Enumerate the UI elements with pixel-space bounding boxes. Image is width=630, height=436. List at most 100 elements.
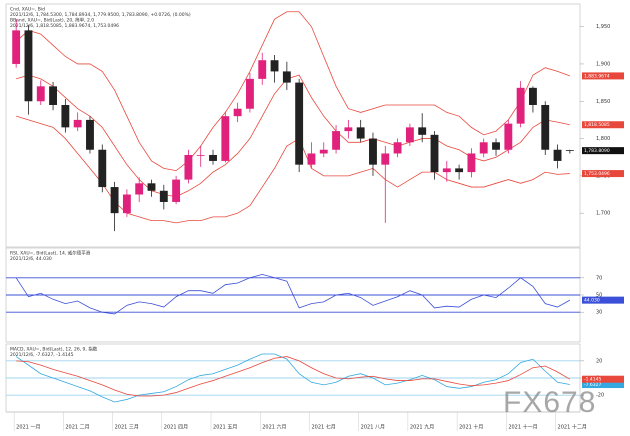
x-tick-label: 2021 六月 bbox=[262, 424, 286, 431]
watermark: FX678 bbox=[503, 386, 596, 419]
candle-body bbox=[479, 142, 488, 154]
candle-body bbox=[356, 127, 365, 139]
candle-body bbox=[49, 86, 58, 105]
panel-frame bbox=[5, 3, 581, 248]
candle-body bbox=[295, 82, 304, 165]
value-tag-label: 44.030 bbox=[584, 298, 600, 304]
value-tag bbox=[582, 170, 624, 178]
candle-body bbox=[528, 87, 537, 105]
value-tag-label: 1,753.0496 bbox=[584, 171, 610, 177]
candle-body bbox=[98, 149, 107, 188]
series-line bbox=[15, 353, 570, 403]
value-tag-label: 1,883.9674 bbox=[584, 73, 610, 79]
value-tag bbox=[582, 296, 624, 304]
x-tick-label: 2021 三月 bbox=[115, 425, 139, 431]
value-tag-label: -1.4145 bbox=[584, 377, 602, 383]
candle-body bbox=[319, 149, 328, 154]
candle-body bbox=[381, 153, 390, 165]
candle-body bbox=[405, 127, 414, 143]
candle-body bbox=[24, 30, 33, 102]
candle-body bbox=[504, 123, 513, 150]
x-tick-label: 2021 七月 bbox=[311, 424, 335, 431]
series-line bbox=[16, 115, 570, 224]
x-tick-label: 2021 八月 bbox=[361, 425, 385, 431]
legend-text: 2021/12/6, 1,784.5300, 1,784.8934, 1,779… bbox=[10, 12, 191, 18]
value-tag bbox=[582, 72, 624, 80]
candle-body bbox=[110, 187, 119, 214]
candle-body bbox=[36, 86, 45, 102]
legend-text: MACD, XAU=, Bid(Last), 12, 26, 9, 指数 bbox=[10, 346, 98, 353]
series-line bbox=[16, 74, 570, 198]
candle-body bbox=[184, 154, 193, 180]
candle-body bbox=[455, 168, 464, 173]
x-tick-label: 2021 四月 bbox=[164, 425, 188, 431]
legend-text: RSI, XAU=, Bid(Last), 14, 威尔德平滑 bbox=[10, 250, 91, 257]
candle-body bbox=[73, 119, 82, 128]
value-tag-label: 1,818.5085 bbox=[584, 122, 610, 128]
candle-body bbox=[209, 154, 217, 161]
candle-body bbox=[492, 142, 500, 150]
series-line bbox=[15, 11, 570, 172]
candle-body bbox=[270, 60, 279, 72]
candle-body bbox=[307, 153, 316, 165]
candle-body bbox=[196, 154, 205, 156]
candle-body bbox=[122, 194, 131, 214]
y-tick-label: 1,800 bbox=[596, 136, 610, 142]
candle-body bbox=[61, 104, 70, 128]
y-tick-label: 1,700 bbox=[596, 211, 610, 217]
x-tick-label: 2021 一月 bbox=[16, 425, 40, 431]
value-tag bbox=[582, 381, 624, 389]
value-tag bbox=[582, 375, 624, 383]
candle-body bbox=[418, 127, 427, 135]
candle-body bbox=[344, 127, 353, 132]
candle-body bbox=[565, 150, 574, 151]
y-tick-label: 1,850 bbox=[596, 99, 610, 105]
candle-body bbox=[233, 108, 242, 117]
candle-body bbox=[541, 104, 550, 150]
candle-body bbox=[393, 142, 402, 154]
y-tick-label: 1,950 bbox=[596, 24, 610, 30]
value-tag-label: -7.6327 bbox=[584, 382, 602, 388]
candle-body bbox=[245, 78, 254, 109]
candle-body bbox=[221, 116, 230, 161]
candle-body bbox=[147, 183, 156, 191]
value-tag bbox=[582, 147, 624, 155]
y-tick-label: 50 bbox=[596, 293, 602, 299]
x-tick-label: 2021 十月 bbox=[459, 424, 483, 431]
candle-body bbox=[258, 60, 267, 79]
legend-text: 2021/12/6, -7.6327, -1.4145 bbox=[10, 352, 74, 358]
series-line bbox=[15, 273, 571, 315]
legend-text: Cnd, XAU=, Bid bbox=[10, 7, 45, 13]
candle-body bbox=[332, 131, 341, 150]
candle-body bbox=[442, 168, 451, 173]
candle-body bbox=[159, 190, 168, 202]
candle-body bbox=[467, 153, 476, 173]
x-tick-label: 2021 十一月 bbox=[508, 424, 537, 431]
legend-text: 2021/12/6, 44.030 bbox=[10, 256, 52, 262]
x-tick-label: 2021 二月 bbox=[65, 425, 89, 431]
x-tick-label: 2021 五月 bbox=[213, 425, 237, 431]
candle-body bbox=[12, 30, 21, 64]
candle-body bbox=[282, 71, 291, 83]
y-tick-label: 70 bbox=[596, 275, 602, 281]
value-tag-label: 1,783.8090 bbox=[584, 148, 610, 154]
candle-body bbox=[369, 138, 377, 165]
y-tick-label: 30 bbox=[596, 310, 602, 316]
candle-body bbox=[172, 179, 181, 202]
x-tick-label: 2021 十二月 bbox=[558, 424, 587, 431]
candle-body bbox=[430, 134, 439, 173]
x-tick-label: 2021 九月 bbox=[410, 424, 434, 431]
y-tick-label: 1,900 bbox=[596, 61, 610, 67]
legend-text: 2021/12/6, 1,818.5085, 1,883.9674, 1,753… bbox=[10, 23, 119, 29]
candle-body bbox=[553, 149, 562, 161]
value-tag bbox=[582, 121, 624, 129]
legend-text: BBand, XAU=, Bid(Last), 20, 简单, 2.0 bbox=[10, 17, 94, 24]
candle-body bbox=[135, 183, 144, 195]
series-line bbox=[16, 356, 571, 397]
candle-body bbox=[86, 119, 94, 150]
y-tick-label: -20 bbox=[596, 393, 604, 399]
candle-body bbox=[516, 87, 525, 124]
y-tick-label: 20 bbox=[596, 358, 602, 364]
